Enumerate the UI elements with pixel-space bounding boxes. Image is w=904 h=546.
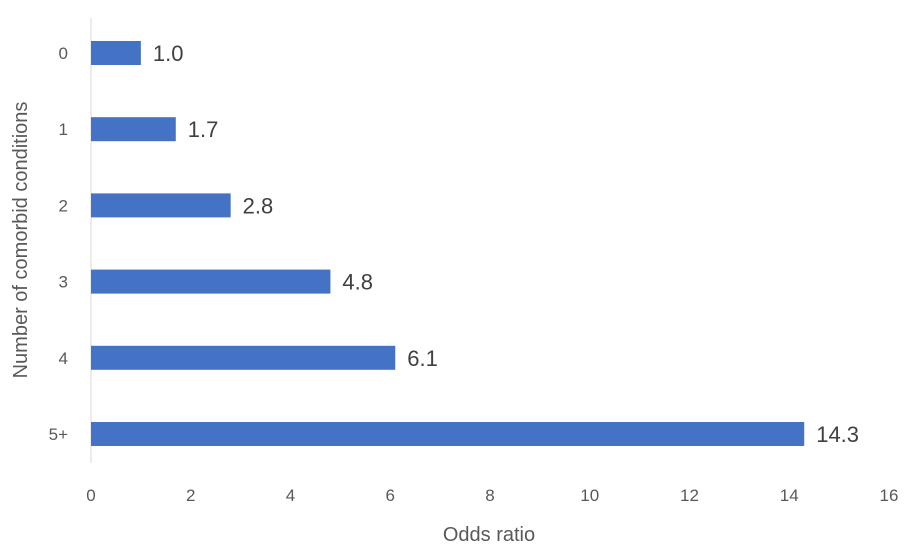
bar-3 xyxy=(91,269,331,294)
x-tick-label-0: 0 xyxy=(86,486,95,505)
data-label-3: 4.8 xyxy=(342,270,373,295)
data-label-2: 2.8 xyxy=(243,193,274,218)
bar-5 xyxy=(91,422,805,446)
x-tick-label-3: 6 xyxy=(386,486,395,505)
y-tick-label-3: 3 xyxy=(59,273,68,292)
y-tick-label-5: 5+ xyxy=(49,425,68,444)
x-tick-label-7: 14 xyxy=(780,486,799,505)
y-tick-label-2: 2 xyxy=(59,196,68,215)
y-tick-label-0: 0 xyxy=(59,44,68,63)
data-label-0: 1.0 xyxy=(153,41,184,66)
x-tick-label-4: 8 xyxy=(485,486,494,505)
y-tick-label-4: 4 xyxy=(59,349,68,368)
x-axis-title: Odds ratio xyxy=(443,524,535,546)
bar-1 xyxy=(91,117,176,142)
bar-4 xyxy=(91,345,396,370)
x-tick-label-8: 16 xyxy=(880,486,899,505)
y-tick-label-1: 1 xyxy=(59,120,68,139)
y-tick-labels-group: 0 1 2 3 4 5+ xyxy=(49,44,68,444)
x-tick-label-1: 2 xyxy=(186,486,195,505)
y-axis-title: Number of comorbid conditions xyxy=(10,102,32,379)
x-tick-label-5: 10 xyxy=(580,486,599,505)
x-tick-label-2: 4 xyxy=(286,486,295,505)
data-label-4: 6.1 xyxy=(407,346,438,371)
bar-2 xyxy=(91,193,231,218)
bar-0 xyxy=(91,41,141,65)
data-label-5: 14.3 xyxy=(816,422,859,447)
data-labels-group: 1.0 1.7 2.8 4.8 6.1 14.3 xyxy=(153,41,859,447)
data-label-1: 1.7 xyxy=(188,117,219,142)
bars-group xyxy=(91,41,805,446)
x-tick-label-6: 12 xyxy=(680,486,699,505)
x-tick-labels-group: 0 2 4 6 8 10 12 14 16 xyxy=(86,486,898,505)
